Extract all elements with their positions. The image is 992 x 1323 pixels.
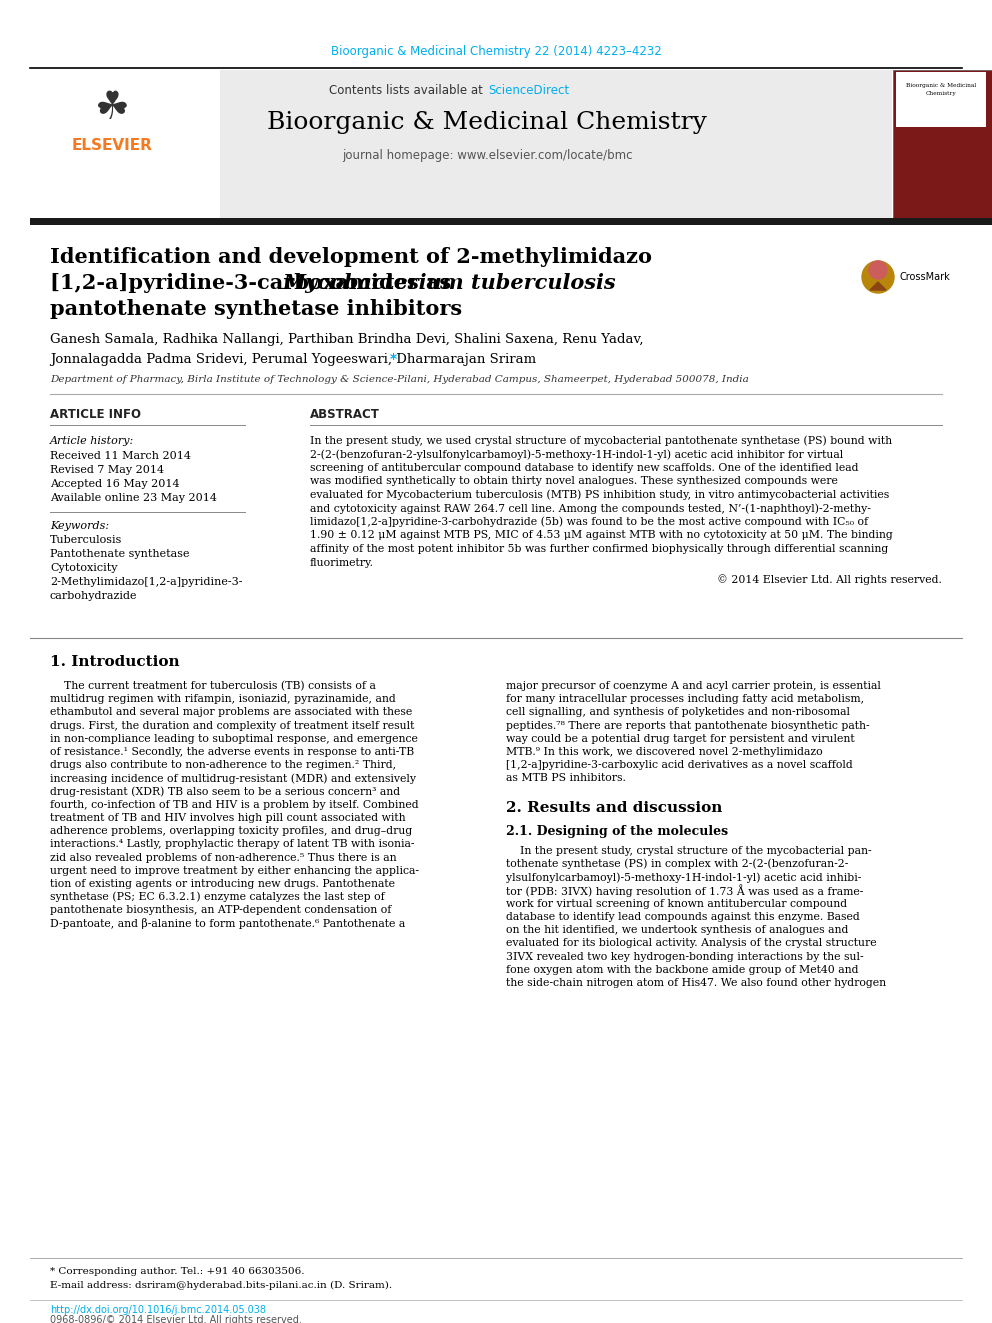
Text: work for virtual screening of known antitubercular compound: work for virtual screening of known anti… bbox=[506, 898, 847, 909]
Text: In the present study, crystal structure of the mycobacterial pan-: In the present study, crystal structure … bbox=[506, 845, 872, 856]
Text: in non-compliance leading to suboptimal response, and emergence: in non-compliance leading to suboptimal … bbox=[50, 734, 418, 744]
Text: interactions.⁴ Lastly, prophylactic therapy of latent TB with isonia-: interactions.⁴ Lastly, prophylactic ther… bbox=[50, 839, 415, 849]
Text: peptides.⁷⁸ There are reports that pantothenate biosynthetic path-: peptides.⁷⁸ There are reports that panto… bbox=[506, 721, 870, 730]
Text: Accepted 16 May 2014: Accepted 16 May 2014 bbox=[50, 479, 180, 490]
Text: Cytotoxicity: Cytotoxicity bbox=[50, 564, 117, 573]
Text: 0968-0896/© 2014 Elsevier Ltd. All rights reserved.: 0968-0896/© 2014 Elsevier Ltd. All right… bbox=[50, 1315, 302, 1323]
Text: Mycobacterium tuberculosis: Mycobacterium tuberculosis bbox=[283, 273, 616, 292]
Text: http://dx.doi.org/10.1016/j.bmc.2014.05.038: http://dx.doi.org/10.1016/j.bmc.2014.05.… bbox=[50, 1304, 266, 1315]
Circle shape bbox=[862, 261, 894, 292]
Text: limidazo[1,2-a]pyridine-3-carbohydrazide (5b) was found to be the most active co: limidazo[1,2-a]pyridine-3-carbohydrazide… bbox=[310, 517, 868, 528]
Text: and cytotoxicity against RAW 264.7 cell line. Among the compounds tested, N’-(1-: and cytotoxicity against RAW 264.7 cell … bbox=[310, 503, 871, 513]
Text: of resistance.¹ Secondly, the adverse events in response to anti-TB: of resistance.¹ Secondly, the adverse ev… bbox=[50, 747, 414, 757]
Text: Received 11 March 2014: Received 11 March 2014 bbox=[50, 451, 191, 460]
Text: drug-resistant (XDR) TB also seem to be a serious concern³ and: drug-resistant (XDR) TB also seem to be … bbox=[50, 786, 400, 796]
Text: In the present study, we used crystal structure of mycobacterial pantothenate sy: In the present study, we used crystal st… bbox=[310, 435, 892, 446]
Text: Department of Pharmacy, Birla Institute of Technology & Science-Pilani, Hyderaba: Department of Pharmacy, Birla Institute … bbox=[50, 376, 749, 385]
Text: ARTICLE INFO: ARTICLE INFO bbox=[50, 409, 141, 422]
FancyBboxPatch shape bbox=[30, 70, 892, 218]
Text: zid also revealed problems of non-adherence.⁵ Thus there is an: zid also revealed problems of non-adhere… bbox=[50, 852, 397, 863]
Text: Chemistry: Chemistry bbox=[926, 91, 956, 97]
Text: ethambutol and several major problems are associated with these: ethambutol and several major problems ar… bbox=[50, 708, 413, 717]
Text: 2-Methylimidazo[1,2-a]pyridine-3-: 2-Methylimidazo[1,2-a]pyridine-3- bbox=[50, 577, 242, 587]
Text: Tuberculosis: Tuberculosis bbox=[50, 534, 122, 545]
Text: 2.1. Designing of the molecules: 2.1. Designing of the molecules bbox=[506, 826, 728, 839]
Text: way could be a potential drug target for persistent and virulent: way could be a potential drug target for… bbox=[506, 734, 855, 744]
Text: increasing incidence of multidrug-resistant (MDR) and extensively: increasing incidence of multidrug-resist… bbox=[50, 773, 416, 783]
Text: screening of antitubercular compound database to identify new scaffolds. One of : screening of antitubercular compound dat… bbox=[310, 463, 858, 474]
Text: carbohydrazide: carbohydrazide bbox=[50, 591, 138, 601]
FancyBboxPatch shape bbox=[30, 70, 220, 218]
FancyBboxPatch shape bbox=[893, 70, 992, 218]
Text: *: * bbox=[390, 352, 397, 366]
Text: Identification and development of 2-methylimidazo: Identification and development of 2-meth… bbox=[50, 247, 652, 267]
Text: tor (PDB: 3IVX) having resolution of 1.73 Å was used as a frame-: tor (PDB: 3IVX) having resolution of 1.7… bbox=[506, 884, 863, 897]
Text: database to identify lead compounds against this enzyme. Based: database to identify lead compounds agai… bbox=[506, 912, 860, 922]
Text: fourth, co-infection of TB and HIV is a problem by itself. Combined: fourth, co-infection of TB and HIV is a … bbox=[50, 800, 419, 810]
Text: drugs. First, the duration and complexity of treatment itself result: drugs. First, the duration and complexit… bbox=[50, 721, 415, 730]
Text: Contents lists available at: Contents lists available at bbox=[329, 83, 487, 97]
Text: [1,2-a]pyridine-3-carboxylic acid derivatives as a novel scaffold: [1,2-a]pyridine-3-carboxylic acid deriva… bbox=[506, 761, 853, 770]
Text: © 2014 Elsevier Ltd. All rights reserved.: © 2014 Elsevier Ltd. All rights reserved… bbox=[717, 574, 942, 585]
Text: ylsulfonylcarbamoyl)-5-methoxy-1H-indol-1-yl) acetic acid inhibi-: ylsulfonylcarbamoyl)-5-methoxy-1H-indol-… bbox=[506, 872, 861, 882]
Text: Ganesh Samala, Radhika Nallangi, Parthiban Brindha Devi, Shalini Saxena, Renu Ya: Ganesh Samala, Radhika Nallangi, Parthib… bbox=[50, 333, 644, 347]
Text: Bioorganic & Medicinal Chemistry 22 (2014) 4223–4232: Bioorganic & Medicinal Chemistry 22 (201… bbox=[330, 45, 662, 58]
Circle shape bbox=[869, 261, 887, 279]
Text: Bioorganic & Medicinal Chemistry: Bioorganic & Medicinal Chemistry bbox=[267, 111, 707, 134]
Text: 2-(2-(benzofuran-2-ylsulfonylcarbamoyl)-5-methoxy-1H-indol-1-yl) acetic acid inh: 2-(2-(benzofuran-2-ylsulfonylcarbamoyl)-… bbox=[310, 450, 843, 460]
Text: Article history:: Article history: bbox=[50, 437, 134, 446]
Text: evaluated for its biological activity. Analysis of the crystal structure: evaluated for its biological activity. A… bbox=[506, 938, 877, 949]
Text: 3IVX revealed two key hydrogen-bonding interactions by the sul-: 3IVX revealed two key hydrogen-bonding i… bbox=[506, 951, 864, 962]
FancyBboxPatch shape bbox=[896, 71, 986, 127]
Text: 1. Introduction: 1. Introduction bbox=[50, 655, 180, 669]
Text: urgent need to improve treatment by either enhancing the applica-: urgent need to improve treatment by eith… bbox=[50, 865, 419, 876]
Text: tion of existing agents or introducing new drugs. Pantothenate: tion of existing agents or introducing n… bbox=[50, 878, 395, 889]
Text: ABSTRACT: ABSTRACT bbox=[310, 409, 380, 422]
Text: was modified synthetically to obtain thirty novel analogues. These synthesized c: was modified synthetically to obtain thi… bbox=[310, 476, 838, 487]
Text: Revised 7 May 2014: Revised 7 May 2014 bbox=[50, 464, 164, 475]
Text: Available online 23 May 2014: Available online 23 May 2014 bbox=[50, 493, 217, 503]
Text: Pantothenate synthetase: Pantothenate synthetase bbox=[50, 549, 189, 560]
Text: multidrug regimen with rifampin, isoniazid, pyrazinamide, and: multidrug regimen with rifampin, isoniaz… bbox=[50, 695, 396, 704]
Text: on the hit identified, we undertook synthesis of analogues and: on the hit identified, we undertook synt… bbox=[506, 925, 848, 935]
Text: drugs also contribute to non-adherence to the regimen.² Third,: drugs also contribute to non-adherence t… bbox=[50, 761, 396, 770]
Text: journal homepage: www.elsevier.com/locate/bmc: journal homepage: www.elsevier.com/locat… bbox=[342, 148, 632, 161]
Text: pantothenate biosynthesis, an ATP-dependent condensation of: pantothenate biosynthesis, an ATP-depend… bbox=[50, 905, 392, 916]
Text: D-pantoate, and β-alanine to form pantothenate.⁶ Pantothenate a: D-pantoate, and β-alanine to form pantot… bbox=[50, 918, 406, 929]
Text: Jonnalagadda Padma Sridevi, Perumal Yogeeswari, Dharmarajan Sriram: Jonnalagadda Padma Sridevi, Perumal Yoge… bbox=[50, 352, 541, 365]
Text: cell signalling, and synthesis of polyketides and non-ribosomal: cell signalling, and synthesis of polyke… bbox=[506, 708, 850, 717]
Text: MTB.⁹ In this work, we discovered novel 2-methylimidazo: MTB.⁹ In this work, we discovered novel … bbox=[506, 747, 822, 757]
Text: major precursor of coenzyme A and acyl carrier protein, is essential: major precursor of coenzyme A and acyl c… bbox=[506, 681, 881, 691]
Text: 2-methylimidazo[1,2-a]pyridine: 2-methylimidazo[1,2-a]pyridine bbox=[910, 112, 972, 116]
Text: [1,2-a]pyridine-3-carboxamides as: [1,2-a]pyridine-3-carboxamides as bbox=[50, 273, 458, 292]
Text: as MTB PS inhibitors.: as MTB PS inhibitors. bbox=[506, 774, 626, 783]
Text: fone oxygen atom with the backbone amide group of Met40 and: fone oxygen atom with the backbone amide… bbox=[506, 964, 858, 975]
FancyBboxPatch shape bbox=[30, 218, 992, 225]
Text: treatment of TB and HIV involves high pill count associated with: treatment of TB and HIV involves high pi… bbox=[50, 814, 406, 823]
Text: adherence problems, overlapping toxicity profiles, and drug–drug: adherence problems, overlapping toxicity… bbox=[50, 826, 413, 836]
Text: ScienceDirect: ScienceDirect bbox=[488, 83, 569, 97]
Text: Bioorganic & Medicinal: Bioorganic & Medicinal bbox=[906, 82, 976, 87]
Text: fluorimetry.: fluorimetry. bbox=[310, 557, 374, 568]
Text: Keywords:: Keywords: bbox=[50, 521, 109, 531]
Polygon shape bbox=[870, 282, 886, 290]
Text: ☘: ☘ bbox=[94, 89, 129, 127]
Text: CrossMark: CrossMark bbox=[900, 273, 950, 282]
Text: tothenate synthetase (PS) in complex with 2-(2-(benzofuran-2-: tothenate synthetase (PS) in complex wit… bbox=[506, 859, 848, 869]
Text: 2. Results and discussion: 2. Results and discussion bbox=[506, 800, 722, 815]
Text: ELSEVIER: ELSEVIER bbox=[71, 138, 153, 152]
Text: 1.90 ± 0.12 μM against MTB PS, MIC of 4.53 μM against MTB with no cytotoxicity a: 1.90 ± 0.12 μM against MTB PS, MIC of 4.… bbox=[310, 531, 893, 541]
Text: * Corresponding author. Tel.: +91 40 66303506.: * Corresponding author. Tel.: +91 40 663… bbox=[50, 1266, 305, 1275]
Text: synthetase (PS; EC 6.3.2.1) enzyme catalyzes the last step of: synthetase (PS; EC 6.3.2.1) enzyme catal… bbox=[50, 892, 385, 902]
Text: The current treatment for tuberculosis (TB) consists of a: The current treatment for tuberculosis (… bbox=[50, 681, 376, 691]
Text: Identification and development of: Identification and development of bbox=[908, 106, 974, 110]
Text: affinity of the most potent inhibitor 5b was further confirmed biophysically thr: affinity of the most potent inhibitor 5b… bbox=[310, 544, 888, 554]
Text: E-mail address: dsriram@hyderabad.bits-pilani.ac.in (D. Sriram).: E-mail address: dsriram@hyderabad.bits-p… bbox=[50, 1281, 392, 1290]
Text: evaluated for Mycobacterium tuberculosis (MTB) PS inhibition study, in vitro ant: evaluated for Mycobacterium tuberculosis… bbox=[310, 490, 889, 500]
Text: pantothenate synthetase inhibitors: pantothenate synthetase inhibitors bbox=[50, 299, 462, 319]
Text: the side-chain nitrogen atom of His47. We also found other hydrogen: the side-chain nitrogen atom of His47. W… bbox=[506, 978, 886, 988]
Text: for many intracellular processes including fatty acid metabolism,: for many intracellular processes includi… bbox=[506, 695, 864, 704]
